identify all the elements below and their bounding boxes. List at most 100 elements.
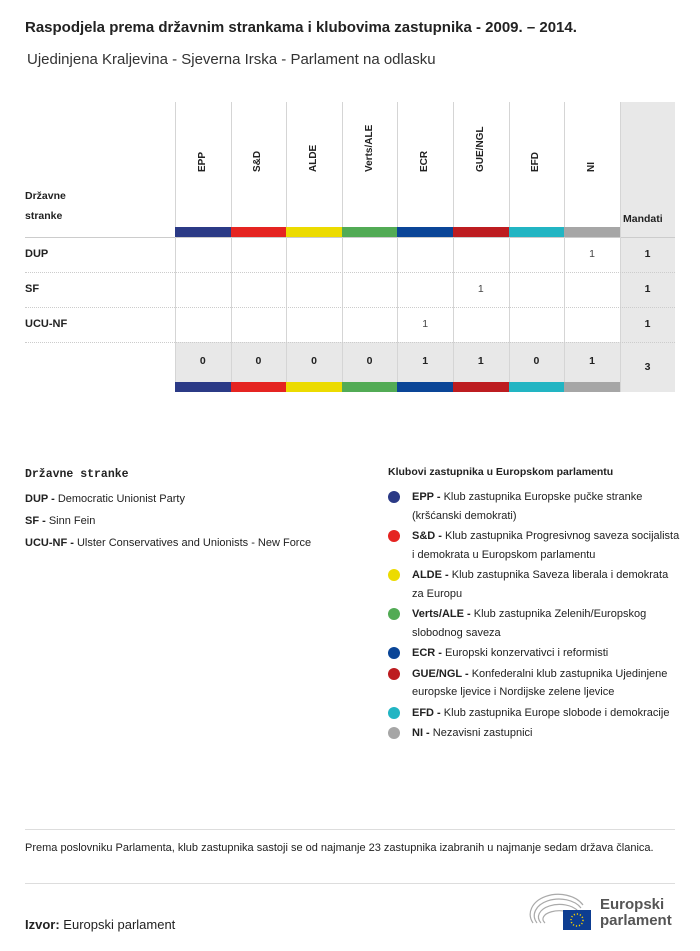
column-divider [175, 102, 176, 392]
row-total: 1 [644, 248, 651, 260]
column-header-ecr: ECR [419, 150, 431, 172]
party-abbr: SF - [25, 515, 46, 527]
color-bar-top [453, 227, 509, 237]
column-total: 1 [589, 355, 595, 367]
row-divider [25, 307, 675, 308]
row-total: 1 [644, 283, 651, 295]
grand-total: 3 [644, 361, 651, 373]
logo-line1: Europski [600, 896, 665, 913]
chart-title: Raspodjela prema državnim strankama i kl… [25, 19, 577, 36]
color-dot-icon [388, 530, 400, 542]
color-bar-bottom [453, 382, 509, 392]
color-bar-top [341, 227, 398, 237]
color-dot-icon [388, 647, 400, 659]
row-header: Državne stranke [25, 190, 66, 222]
source: Izvor: Europski parlament [25, 917, 175, 932]
footnote: Prema poslovniku Parlamenta, klub zastup… [25, 842, 654, 854]
color-dot-icon [388, 569, 400, 581]
clubs-legend-heading: Klubovi zastupnika u Europskom parlament… [388, 466, 614, 478]
column-divider [619, 102, 621, 392]
party-legend-item: UCU-NF - Ulster Conservatives and Unioni… [25, 534, 375, 552]
row-label-ucu-nf: UCU-NF [25, 318, 68, 330]
table-cell: 1 [477, 283, 484, 295]
column-divider [508, 102, 510, 392]
column-divider [453, 102, 454, 392]
table-cell: 1 [422, 318, 429, 330]
row-label-dup: DUP [25, 248, 49, 260]
mandati-column-bg [620, 102, 675, 392]
divider [25, 883, 675, 884]
logo-line2: parlament [600, 912, 672, 929]
club-name: Nezavisni zastupnici [432, 727, 533, 739]
club-legend-item: ECR - Europski konzervativci i reformist… [388, 644, 680, 663]
club-legend-item: S&D - Klub zastupnika Progresivnog savez… [388, 527, 680, 564]
column-header-sd: S&D [252, 150, 264, 172]
color-dot-icon [388, 608, 400, 620]
club-name: Klub zastupnika Europske pučke stranke (… [412, 491, 643, 522]
club-abbr: EFD - [412, 706, 441, 719]
color-bar-bottom [397, 382, 453, 392]
party-legend-item: SF - Sinn Fein [25, 512, 375, 530]
color-bar-bottom [564, 382, 620, 392]
club-legend-item: EFD - Klub zastupnika Europe slobode i d… [388, 704, 680, 723]
party-legend-item: DUP - Democratic Unionist Party [25, 490, 375, 508]
parties-legend: Državne stranke DUP - Democratic Unionis… [25, 466, 375, 556]
color-bar-top [175, 227, 231, 237]
parliament-hemicycle-icon [529, 893, 591, 930]
column-header-vertsale: Verts/ALE [363, 124, 375, 172]
party-name: Ulster Conservatives and Unionists - New… [76, 537, 312, 549]
row-total: 1 [644, 318, 651, 330]
column-total: 0 [255, 355, 262, 367]
row-divider [25, 272, 675, 273]
club-legend-item: EPP - Klub zastupnika Europske pučke str… [388, 488, 680, 525]
club-legend-item: NI - Nezavisni zastupnici [388, 724, 680, 743]
column-header-alde: ALDE [308, 144, 319, 172]
club-abbr: EPP - [412, 491, 441, 503]
club-name: Klub zastupnika Europe slobode i demokra… [443, 706, 670, 719]
color-dot-icon [388, 491, 400, 503]
club-abbr: NI - [412, 727, 430, 739]
club-legend-item: ALDE - Klub zastupnika Saveza liberala i… [388, 566, 680, 603]
source-label: Izvor: [25, 917, 60, 932]
column-divider [230, 102, 232, 392]
club-abbr: S&D - [412, 530, 442, 542]
club-name: Klub zastupnika Zelenih/Europskog slobod… [412, 608, 647, 639]
column-divider [564, 102, 566, 392]
club-name: Europski konzervativci i reformisti [445, 647, 609, 659]
column-header-epp: EPP [196, 151, 208, 172]
club-abbr: GUE/NGL - [412, 667, 469, 680]
column-divider [341, 102, 343, 392]
ep-logo: Europski parlament [528, 893, 678, 933]
column-divider [397, 102, 399, 392]
header-divider [25, 237, 675, 238]
club-name: Klub zastupnika Progresivnog saveza soci… [412, 530, 680, 561]
club-abbr: ALDE - [412, 569, 449, 581]
club-legend-item: Verts/ALE - Klub zastupnika Zelenih/Euro… [388, 605, 680, 642]
color-dot-icon [388, 667, 400, 680]
color-bar-top [397, 227, 453, 237]
color-bar-top [508, 227, 565, 237]
column-total: 1 [477, 355, 484, 367]
party-abbr: UCU-NF - [25, 537, 74, 549]
chart-subtitle: Ujedinjena Kraljevina - Sjeverna Irska -… [27, 51, 436, 68]
divider [25, 829, 675, 830]
table-cell: 1 [589, 248, 595, 260]
column-total: 0 [533, 355, 540, 367]
column-header-guengl: GUE/NGL [474, 126, 486, 172]
color-dot-icon [388, 706, 400, 719]
color-bar-bottom [508, 382, 565, 392]
color-bar-top [230, 227, 287, 237]
color-bar-top [286, 227, 342, 237]
row-label-sf: SF [25, 283, 40, 295]
column-divider [286, 102, 288, 392]
party-name: Democratic Unionist Party [57, 493, 185, 505]
source-value: Europski parlament [63, 917, 176, 932]
color-bar-bottom [341, 382, 398, 392]
total-header: Mandati [623, 213, 663, 225]
clubs-legend: EPP - Klub zastupnika Europske pučke str… [388, 488, 680, 745]
color-dot-icon [388, 727, 400, 739]
color-bar-bottom [230, 382, 287, 392]
party-abbr: DUP - [25, 493, 55, 505]
color-bar-top [564, 227, 620, 237]
column-header-ni: NI [586, 162, 597, 172]
